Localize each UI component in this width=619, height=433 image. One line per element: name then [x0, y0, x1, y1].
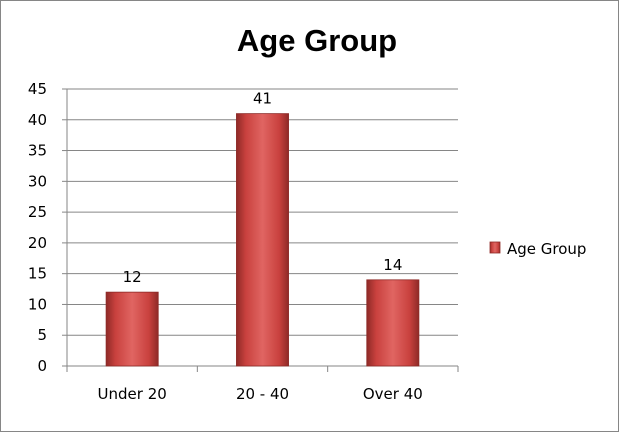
data-label: 12: [123, 268, 142, 286]
y-tick-label: 0: [37, 357, 47, 375]
x-tick-label: Over 40: [363, 385, 423, 403]
legend-label: Age Group: [507, 240, 586, 258]
bar: [366, 279, 420, 367]
y-tick-label: 30: [28, 172, 47, 190]
legend-swatch: [489, 241, 501, 254]
data-label: 14: [383, 256, 402, 274]
y-tick-label: 5: [37, 326, 47, 344]
x-tick-label: Under 20: [98, 385, 167, 403]
y-tick-label: 40: [28, 111, 47, 129]
y-tick-label: 35: [28, 142, 47, 160]
x-tick-label: 20 - 40: [236, 385, 289, 403]
bar: [105, 291, 159, 367]
bar: [236, 113, 289, 367]
data-label: 41: [253, 90, 272, 108]
y-tick-label: 10: [28, 295, 47, 313]
y-tick-label: 20: [28, 234, 47, 252]
y-tick-label: 45: [28, 80, 47, 98]
chart-title: Age Group: [237, 23, 397, 58]
plot-area: 0 5 10 15 20 25 30 35 40 45 12 Under 20 41 20 - 40 14 O…: [28, 80, 459, 403]
y-tick-label: 25: [28, 203, 47, 221]
legend: Age Group: [489, 240, 586, 258]
y-tick-label: 15: [28, 265, 47, 283]
